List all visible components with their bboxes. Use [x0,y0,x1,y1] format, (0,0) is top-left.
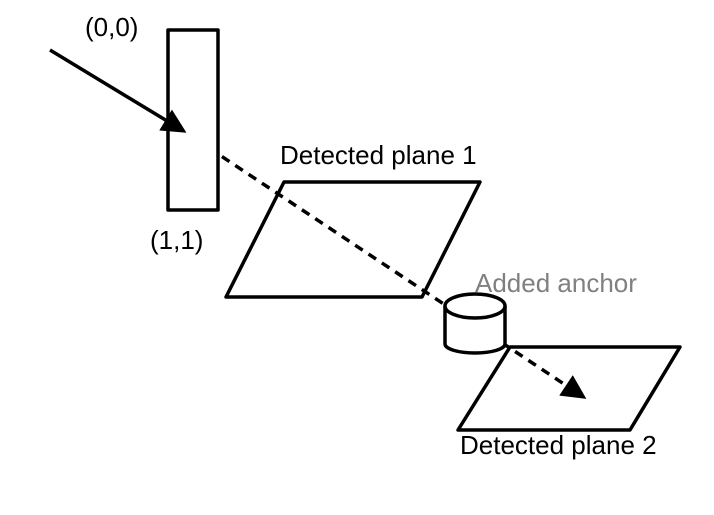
plane1-label: Detected plane 1 [280,140,477,171]
corner-label: (1,1) [150,225,203,256]
origin-label: (0,0) [85,12,138,43]
diagram-canvas: (0,0) (1,1) Detected plane 1 Added ancho… [0,0,714,515]
ray-solid-arrow [50,50,182,130]
plane2-label: Detected plane 2 [460,430,657,461]
anchor-label: Added anchor [475,268,637,299]
added-anchor-icon [445,294,505,353]
detected-plane-1 [226,182,480,297]
viewport-rect [168,30,218,210]
